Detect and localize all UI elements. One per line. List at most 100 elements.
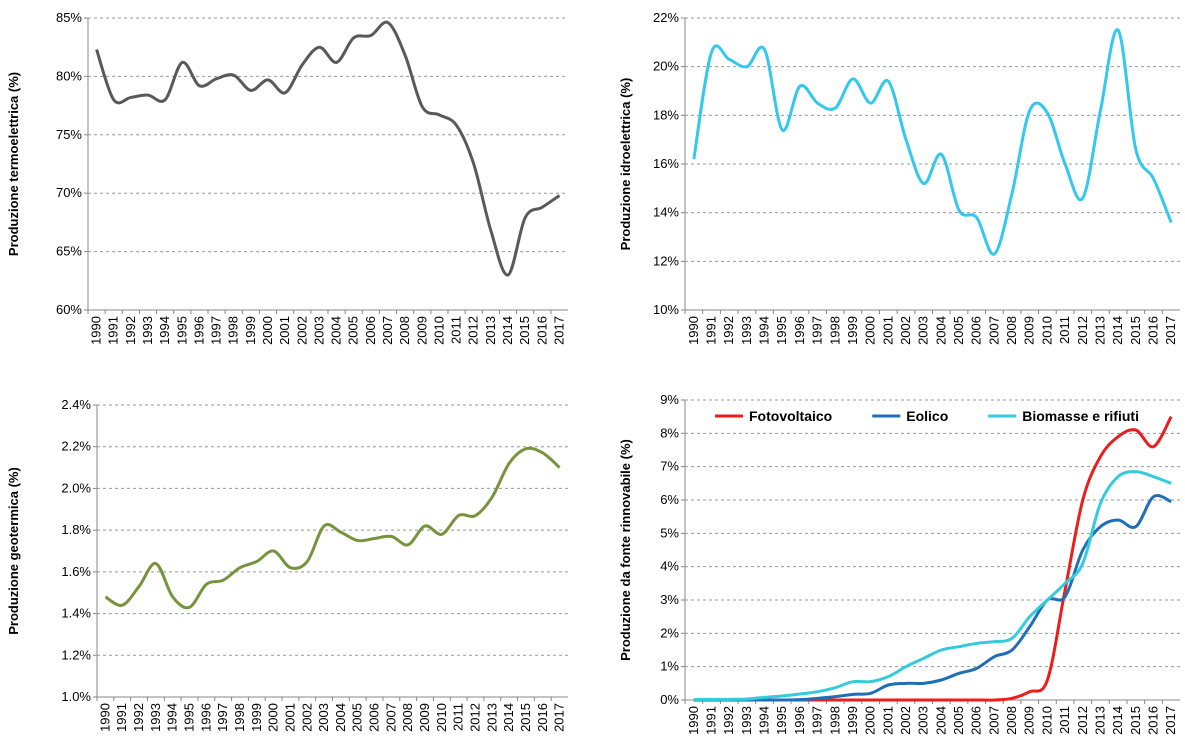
x-tick-label: 2012 [467, 703, 482, 732]
x-tick-label: 2011 [451, 703, 466, 731]
x-tick-label: 1999 [249, 703, 264, 732]
x-tick-label: 2002 [299, 703, 314, 732]
x-tick-label: 1991 [704, 316, 719, 345]
x-tick-label: 1994 [165, 703, 180, 732]
y-tick-label: 12% [653, 253, 679, 268]
legend-label: Biomasse e rifiuti [1022, 408, 1139, 424]
x-tick-label: 2016 [535, 703, 550, 732]
x-tick-label: 2012 [466, 316, 481, 345]
y-tick-label: 1.6% [61, 564, 91, 579]
x-tick-label: 1998 [226, 316, 241, 345]
x-tick-label: 2014 [1110, 706, 1125, 735]
x-tick-label: 2010 [1039, 706, 1054, 735]
x-tick-label: 2011 [1057, 706, 1072, 734]
y-tick-label: 18% [653, 107, 679, 122]
x-tick-label: 2007 [986, 706, 1001, 735]
x-tick-label: 1995 [774, 316, 789, 345]
x-tick-label: 1991 [106, 316, 121, 345]
data-line [693, 415, 1173, 702]
y-tick-label: 1.4% [61, 606, 91, 621]
x-tick-label: 1993 [739, 706, 754, 735]
x-tick-label: 1990 [686, 316, 701, 345]
y-axis-label: Produzione da fonte rinnovabile (%) [618, 439, 633, 661]
x-tick-label: 2001 [282, 703, 297, 732]
x-tick-label: 2017 [551, 316, 566, 345]
x-tick-label: 1999 [845, 706, 860, 735]
x-tick-label: 1991 [114, 703, 129, 732]
x-tick-label: 1993 [140, 316, 155, 345]
x-tick-label: 2013 [484, 703, 499, 732]
x-tick-label: 1996 [792, 316, 807, 345]
x-tick-label: 2004 [933, 706, 948, 735]
x-tick-label: 2015 [517, 316, 532, 345]
data-line [693, 494, 1172, 702]
x-tick-label: 2015 [1128, 706, 1143, 735]
x-tick-label: 2008 [1004, 316, 1019, 345]
data-line [693, 470, 1172, 701]
y-tick-label: 2.4% [61, 397, 91, 412]
x-tick-label: 2006 [363, 316, 378, 345]
legend-label: Fotovoltaico [749, 408, 832, 424]
legend-label: Eolico [906, 408, 948, 424]
x-tick-label: 2004 [329, 316, 344, 345]
y-tick-label: 4% [660, 559, 679, 574]
x-tick-label: 2014 [500, 316, 515, 345]
x-tick-label: 2004 [933, 316, 948, 345]
x-tick-label: 1997 [810, 706, 825, 735]
x-tick-label: 1994 [157, 316, 172, 345]
x-tick-label: 2003 [316, 703, 331, 732]
x-tick-label: 2012 [1075, 706, 1090, 735]
x-tick-label: 2010 [431, 316, 446, 345]
x-tick-label: 2017 [1163, 706, 1178, 735]
x-tick-label: 2007 [986, 316, 1001, 345]
x-tick-label: 2006 [969, 316, 984, 345]
x-tick-label: 2002 [294, 316, 309, 345]
x-tick-label: 1990 [97, 703, 112, 732]
x-tick-label: 1997 [810, 316, 825, 345]
x-tick-label: 2013 [483, 316, 498, 345]
x-tick-label: 2001 [880, 316, 895, 345]
x-tick-label: 2008 [397, 316, 412, 345]
y-tick-label: 8% [660, 425, 679, 440]
x-tick-label: 2017 [552, 703, 567, 732]
y-tick-label: 85% [56, 10, 82, 25]
x-tick-label: 1993 [148, 703, 163, 732]
x-tick-label: 2010 [434, 703, 449, 732]
x-tick-label: 1997 [209, 316, 224, 345]
y-tick-label: 5% [660, 525, 679, 540]
x-tick-label: 2003 [311, 316, 326, 345]
y-tick-label: 75% [56, 127, 82, 142]
y-axis-label: Produzione idroelettrica (%) [618, 78, 633, 251]
y-tick-label: 1% [660, 659, 679, 674]
x-tick-label: 2000 [260, 316, 275, 345]
y-tick-label: 16% [653, 156, 679, 171]
x-tick-label: 1999 [845, 316, 860, 345]
x-tick-label: 1991 [704, 706, 719, 735]
x-tick-label: 2013 [1092, 706, 1107, 735]
x-tick-label: 2014 [501, 703, 516, 732]
data-line [95, 20, 561, 277]
x-tick-label: 1992 [721, 316, 736, 345]
x-tick-label: 2009 [1022, 706, 1037, 735]
x-tick-label: 1995 [182, 703, 197, 732]
x-tick-label: 2007 [380, 316, 395, 345]
x-tick-label: 2001 [277, 316, 292, 345]
x-tick-label: 2008 [1004, 706, 1019, 735]
x-tick-label: 2009 [414, 316, 429, 345]
x-tick-label: 1998 [827, 316, 842, 345]
x-tick-label: 2005 [346, 316, 361, 345]
y-tick-label: 20% [653, 59, 679, 74]
y-tick-label: 60% [56, 302, 82, 317]
x-tick-label: 1992 [721, 706, 736, 735]
x-tick-label: 2008 [400, 703, 415, 732]
x-tick-label: 2016 [534, 316, 549, 345]
x-tick-label: 2013 [1092, 316, 1107, 345]
x-tick-label: 1994 [757, 706, 772, 735]
x-tick-label: 1996 [198, 703, 213, 732]
x-tick-label: 2002 [898, 706, 913, 735]
x-tick-label: 2016 [1145, 316, 1160, 345]
y-tick-label: 9% [660, 392, 679, 407]
x-tick-label: 2006 [969, 706, 984, 735]
x-tick-label: 1993 [739, 316, 754, 345]
y-tick-label: 10% [653, 302, 679, 317]
